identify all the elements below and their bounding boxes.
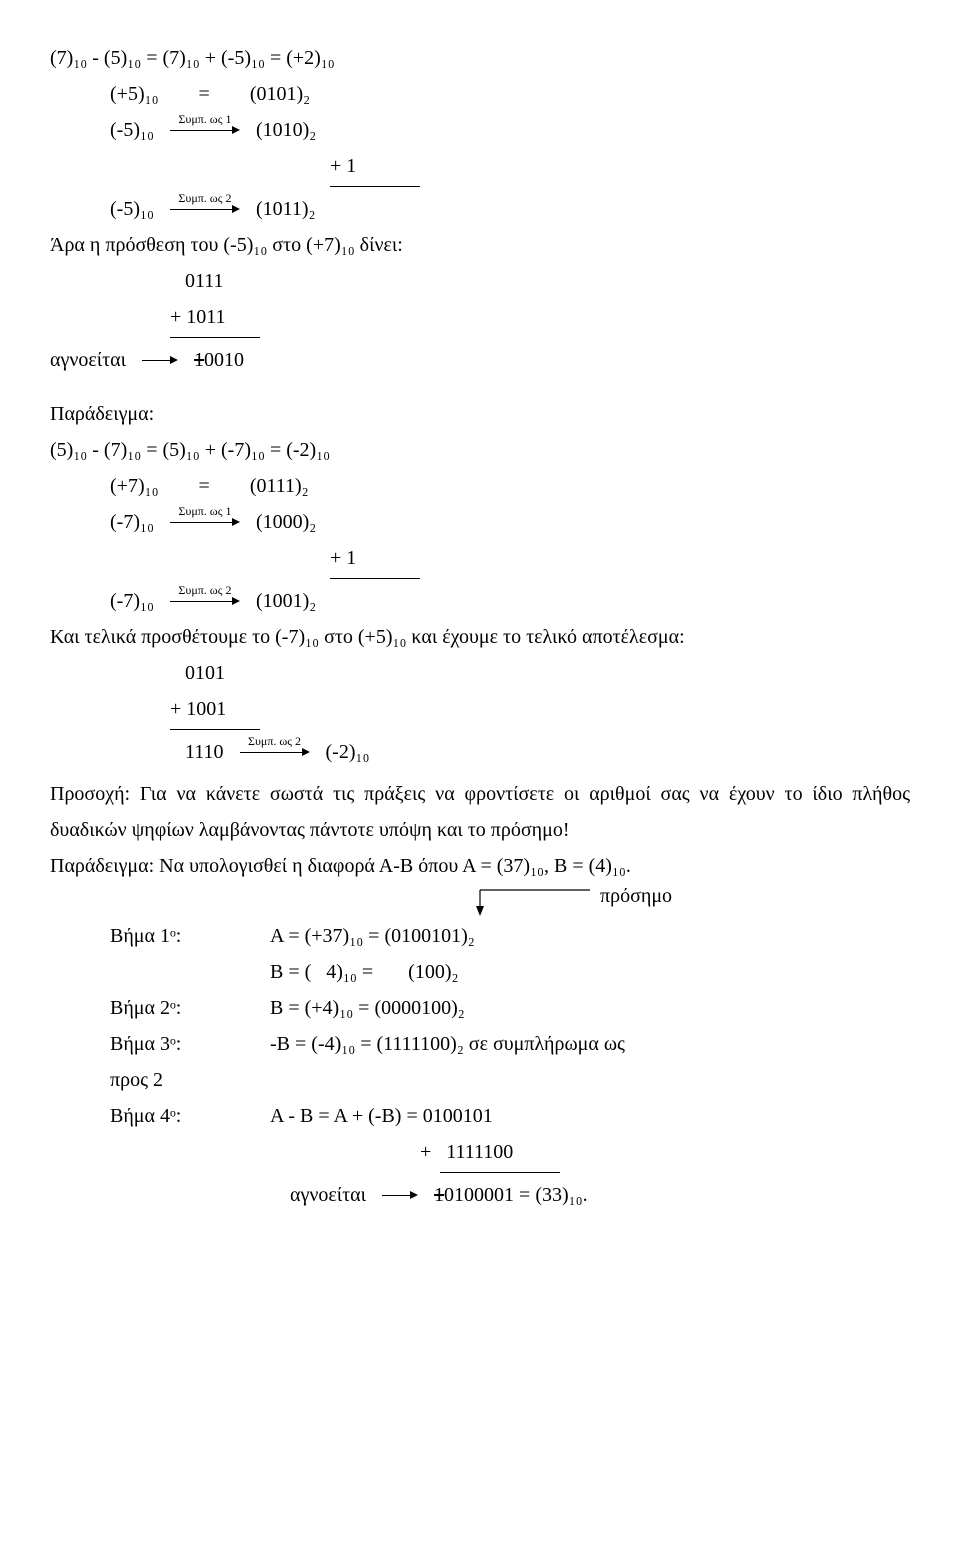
carry-strike-1: 1	[194, 349, 204, 371]
arrow-icon-2	[382, 1188, 418, 1202]
rule-1	[330, 186, 420, 187]
step1: Βήμα 1ᵒ: Α = (+37)₁₀ = (0100101)₂ Β = ( …	[110, 918, 910, 990]
minus7-c2: (1001)₂	[256, 583, 316, 619]
minus5-c1: (1010)₂	[256, 112, 316, 148]
minus7-c2-row: (-7)₁₀ Συμπ. ως 2 (1001)₂	[110, 583, 910, 619]
plus5-row: (+5)₁₀ = (0101)₂	[110, 76, 910, 112]
minus7-left-2: (-7)₁₀	[110, 583, 154, 619]
step3-continuation: προς 2	[110, 1062, 910, 1098]
step4-label: Βήμα 4ᵒ:	[110, 1098, 270, 1213]
arrow-comp2-icon-3: Συμπ. ως 2	[240, 745, 310, 759]
result2-dec: (-2)₁₀	[326, 734, 370, 770]
arrow-comp1-icon-2: Συμπ. ως 1	[170, 515, 240, 529]
step2-a: Β = (+4)₁₀ = (0000100)₂	[270, 990, 910, 1026]
step1-b: Β = ( 4)₁₀ = (100)₂	[270, 954, 910, 990]
step3-label: Βήμα 3ᵒ:	[110, 1026, 270, 1062]
ignored-label-2: αγνοείται	[290, 1177, 366, 1213]
carry-strike-2: 1	[434, 1184, 444, 1206]
step1-a: Α = (+37)₁₀ = (0100101)₂	[270, 918, 910, 954]
minus5-left: (-5)₁₀	[110, 112, 154, 148]
step4: Βήμα 4ᵒ: Α - Β = Α + (-Β) = 0100101 + 11…	[110, 1098, 910, 1213]
plus7-right: (0111)₂	[250, 468, 309, 504]
result1-bits: 0010	[204, 349, 244, 371]
step4-a: Α - Β = Α + (-Β) = 0100101	[270, 1098, 910, 1134]
add1-a: 0111	[170, 263, 910, 299]
example-label: Παράδειγμα:	[50, 396, 910, 432]
minus5-c1-row: (-5)₁₀ Συμπ. ως 1 (1010)₂	[110, 112, 910, 148]
eq-line-2: (5)₁₀ - (7)₁₀ = (5)₁₀ + (-7)₁₀ = (-2)₁₀	[50, 432, 910, 468]
plus-one-2: + 1	[330, 540, 910, 576]
minus5-c2: (1011)₂	[256, 191, 316, 227]
example2-line: Παράδειγμα: Να υπολογισθεί η διαφορά Α-Β…	[50, 848, 910, 884]
step2: Βήμα 2ᵒ: Β = (+4)₁₀ = (0000100)₂	[110, 990, 910, 1026]
care-paragraph: Προσοχή: Για να κάνετε σωστά τις πράξεις…	[50, 776, 910, 848]
equals-2: =	[199, 468, 210, 504]
step3-a: -Β = (-4)₁₀ = (1111100)₂ σε συμπλήρωμα ω…	[270, 1026, 910, 1062]
ara-line: Άρα η πρόσθεση του (-5)₁₀ στο (+7)₁₀ δίν…	[50, 227, 910, 263]
plus-one-1: + 1	[330, 148, 910, 184]
arrow-icon	[142, 353, 178, 367]
step2-label: Βήμα 2ᵒ:	[110, 990, 270, 1026]
equals: =	[199, 76, 210, 112]
arrow-comp2-icon: Συμπ. ως 2	[170, 202, 240, 216]
minus7-c1: (1000)₂	[256, 504, 316, 540]
rule-3	[330, 578, 420, 579]
plus7-row: (+7)₁₀ = (0111)₂	[110, 468, 910, 504]
result3-row: αγνοείται 10100001 = (33)₁₀.	[290, 1177, 910, 1213]
step3: Βήμα 3ᵒ: -Β = (-4)₁₀ = (1111100)₂ σε συμ…	[110, 1026, 910, 1062]
kai-line: Και τελικά προσθέτουμε το (-7)₁₀ στο (+5…	[50, 619, 910, 655]
arrow-comp1-icon: Συμπ. ως 1	[170, 123, 240, 137]
arrow-comp2-icon-2: Συμπ. ως 2	[170, 594, 240, 608]
add2-a: 0101	[170, 655, 910, 691]
plus5-left: (+5)₁₀	[110, 76, 159, 112]
plus5-right: (0101)₂	[250, 76, 310, 112]
ignored-label-1: αγνοείται	[50, 342, 126, 378]
rule-4	[170, 729, 260, 730]
result3-rest: 0100001 = (33)₁₀.	[444, 1184, 588, 1206]
sign-arrow-container: πρόσημο	[470, 884, 910, 918]
minus5-left-2: (-5)₁₀	[110, 191, 154, 227]
result1-row: αγνοείται 10010	[50, 342, 910, 378]
eq-line-1: (7)₁₀ - (5)₁₀ = (7)₁₀ + (-5)₁₀ = (+2)₁₀	[50, 40, 910, 76]
minus5-c2-row: (-5)₁₀ Συμπ. ως 2 (1011)₂	[110, 191, 910, 227]
sign-label: πρόσημο	[600, 878, 672, 914]
minus7-left: (-7)₁₀	[110, 504, 154, 540]
rule-2	[170, 337, 260, 338]
add2-b: + 1001	[170, 691, 910, 727]
minus7-c1-row: (-7)₁₀ Συμπ. ως 1 (1000)₂	[110, 504, 910, 540]
step1-label: Βήμα 1ᵒ:	[110, 918, 270, 990]
result2-row: 1110 Συμπ. ως 2 (-2)₁₀	[170, 734, 910, 770]
step4-b: + 1111100	[420, 1134, 910, 1170]
plus7-left: (+7)₁₀	[110, 468, 159, 504]
add1-b: + 1011	[170, 299, 910, 335]
result2-bits: 1110	[170, 734, 224, 770]
rule-5	[440, 1172, 560, 1173]
